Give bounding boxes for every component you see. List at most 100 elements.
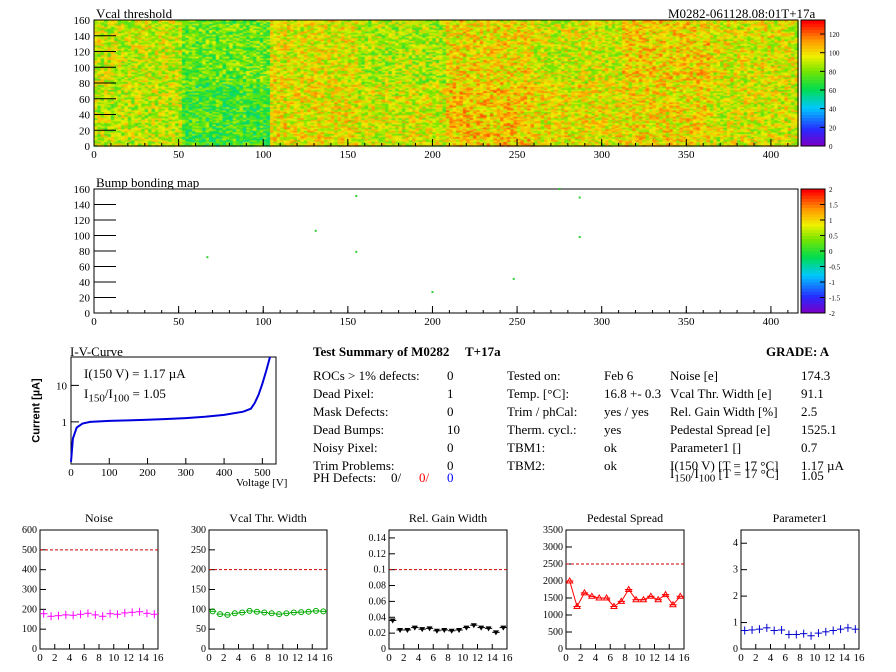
bump-xtick-label: 400 <box>763 316 780 328</box>
chart2-ytick-label: 0.04 <box>369 612 387 623</box>
chart3-point <box>676 592 685 599</box>
bump-map-title: Bump bonding map <box>96 175 200 190</box>
chart1-ytick-label: 100 <box>191 604 206 615</box>
bump-palette-label: -2 <box>829 310 835 318</box>
bump-ytick-label: 140 <box>74 200 91 212</box>
summary-value: 1525.1 <box>801 422 837 437</box>
chart3-ytick-label: 500 <box>548 627 563 638</box>
summary-value: yes / yes <box>604 404 649 419</box>
vcal-palette-cell <box>801 101 825 106</box>
bump-palette-label: 1 <box>829 217 833 225</box>
chart0-xtick-label: 6 <box>82 652 88 664</box>
iv-line2-c: = 1.05 <box>129 386 166 401</box>
bump-palette-cell <box>801 220 825 224</box>
bump-palette-cell <box>801 192 825 196</box>
summary-value: ok <box>604 458 617 473</box>
vcal-palette-cell <box>801 54 825 59</box>
vcal-palette-cell <box>801 105 825 109</box>
summary-label: Parameter1 [] <box>670 440 742 455</box>
bump-ytick-label: 120 <box>74 215 91 227</box>
bump-frame <box>93 188 799 314</box>
chart1-title: Vcal Thr. Width <box>229 511 306 525</box>
vcal-palette-cell <box>801 127 825 131</box>
chart0-xtick-label: 0 <box>37 652 43 664</box>
ratio-c: [T = 17 °C] <box>715 466 779 481</box>
bump-palette-cell <box>801 207 825 212</box>
bump-point <box>355 194 358 197</box>
vcal-palette-cell <box>801 20 825 24</box>
chart3-point <box>639 595 648 603</box>
bump-xtick-label: 350 <box>678 316 695 328</box>
chart4-xtick-label: 8 <box>797 652 803 664</box>
chart2-ytick-label: 0.12 <box>369 549 387 560</box>
vcal-palette-cell <box>801 57 825 62</box>
summary-label: Noisy Pixel: <box>313 440 378 455</box>
chart3-point <box>624 585 633 592</box>
vcal-xtick-label: 0 <box>91 149 97 161</box>
bump-palette-cell <box>801 229 825 233</box>
chart0-ytick-label: 100 <box>22 624 37 635</box>
bump-palette-label: 0 <box>829 248 833 256</box>
chart0-ytick-label: 0 <box>32 644 37 655</box>
vcal-palette-cell <box>801 86 825 90</box>
chart4-xtick-label: 2 <box>753 652 759 664</box>
chart4-xtick-label: 16 <box>854 652 866 664</box>
chart1-point <box>283 610 290 617</box>
bump-xtick-label: 300 <box>593 316 610 328</box>
bump-ytick-label: 20 <box>79 293 91 305</box>
bump-palette-cell <box>801 294 825 298</box>
chart3-xtick-label: 6 <box>608 652 614 664</box>
summary-value: 0.7 <box>801 440 818 455</box>
vcal-palette-cell <box>801 130 825 134</box>
chart1-ytick-label: 200 <box>191 565 206 576</box>
chart0-ytick-label: 300 <box>22 585 37 596</box>
chart4-title: Parameter1 <box>773 511 828 525</box>
iv-xtick-label: 100 <box>101 467 118 479</box>
module-id: M0282-061128.08:01T+17a <box>668 6 816 21</box>
vcal-palette-label: 0 <box>829 143 833 151</box>
bump-xtick-label: 0 <box>91 316 97 328</box>
chart3-point <box>654 595 663 603</box>
bump-point <box>431 291 434 294</box>
iv-line2-b: /I <box>104 386 113 401</box>
summary-label: Trim / phCal: <box>507 404 578 419</box>
chart4-ytick-label: 2 <box>733 591 738 602</box>
chart3-title: Pedestal Spread <box>587 511 663 525</box>
chart1-xtick-label: 16 <box>322 652 334 664</box>
chart3-point <box>646 592 655 599</box>
summary-value: 1.17 µA <box>801 458 844 473</box>
vcal-palette-cell <box>801 45 825 49</box>
chart2-ytick-label: 0.1 <box>374 565 387 576</box>
ratio-label: I150/I100 [T = 17 °C] <box>670 466 779 487</box>
chart2-xtick-label: 6 <box>431 652 437 664</box>
vcal-palette-cell <box>801 60 825 65</box>
vcal-ytick-label: 80 <box>79 78 91 90</box>
vcal-ytick-label: 60 <box>79 94 91 106</box>
chart0-xtick-label: 8 <box>96 652 102 664</box>
vcal-ytick-label: 160 <box>74 15 91 27</box>
chart2-point <box>448 628 455 634</box>
vcal-palette-label: 40 <box>829 106 837 114</box>
summary-value: 10 <box>447 422 460 437</box>
bump-palette-cell <box>801 213 825 218</box>
chart0-title: Noise <box>85 511 113 525</box>
chart3-point <box>610 602 618 609</box>
chart1-point <box>217 611 224 618</box>
vcal-palette-cell <box>801 142 825 147</box>
summary-label: Dead Bumps: <box>313 422 385 437</box>
bump-palette-cell <box>801 244 825 249</box>
chart0-ytick-label: 400 <box>22 565 37 576</box>
vcal-palette-cell <box>801 42 825 46</box>
chart2-point <box>463 625 470 631</box>
summary-value: 16.8 +- 0.3 <box>604 386 662 401</box>
iv-line2-sub1: 150 <box>88 392 105 405</box>
chart1-point <box>276 611 283 618</box>
bump-ytick-label: 60 <box>79 262 91 274</box>
chart2-ytick-label: 0 <box>381 644 386 655</box>
chart3-point <box>632 595 640 603</box>
chart2-ytick-label: 0.14 <box>369 533 387 544</box>
bump-palette-cell <box>801 204 825 209</box>
vcal-palette-label: 80 <box>829 68 837 76</box>
vcal-xtick-label: 200 <box>424 149 441 161</box>
chart4-ytick-label: 0 <box>733 644 738 655</box>
